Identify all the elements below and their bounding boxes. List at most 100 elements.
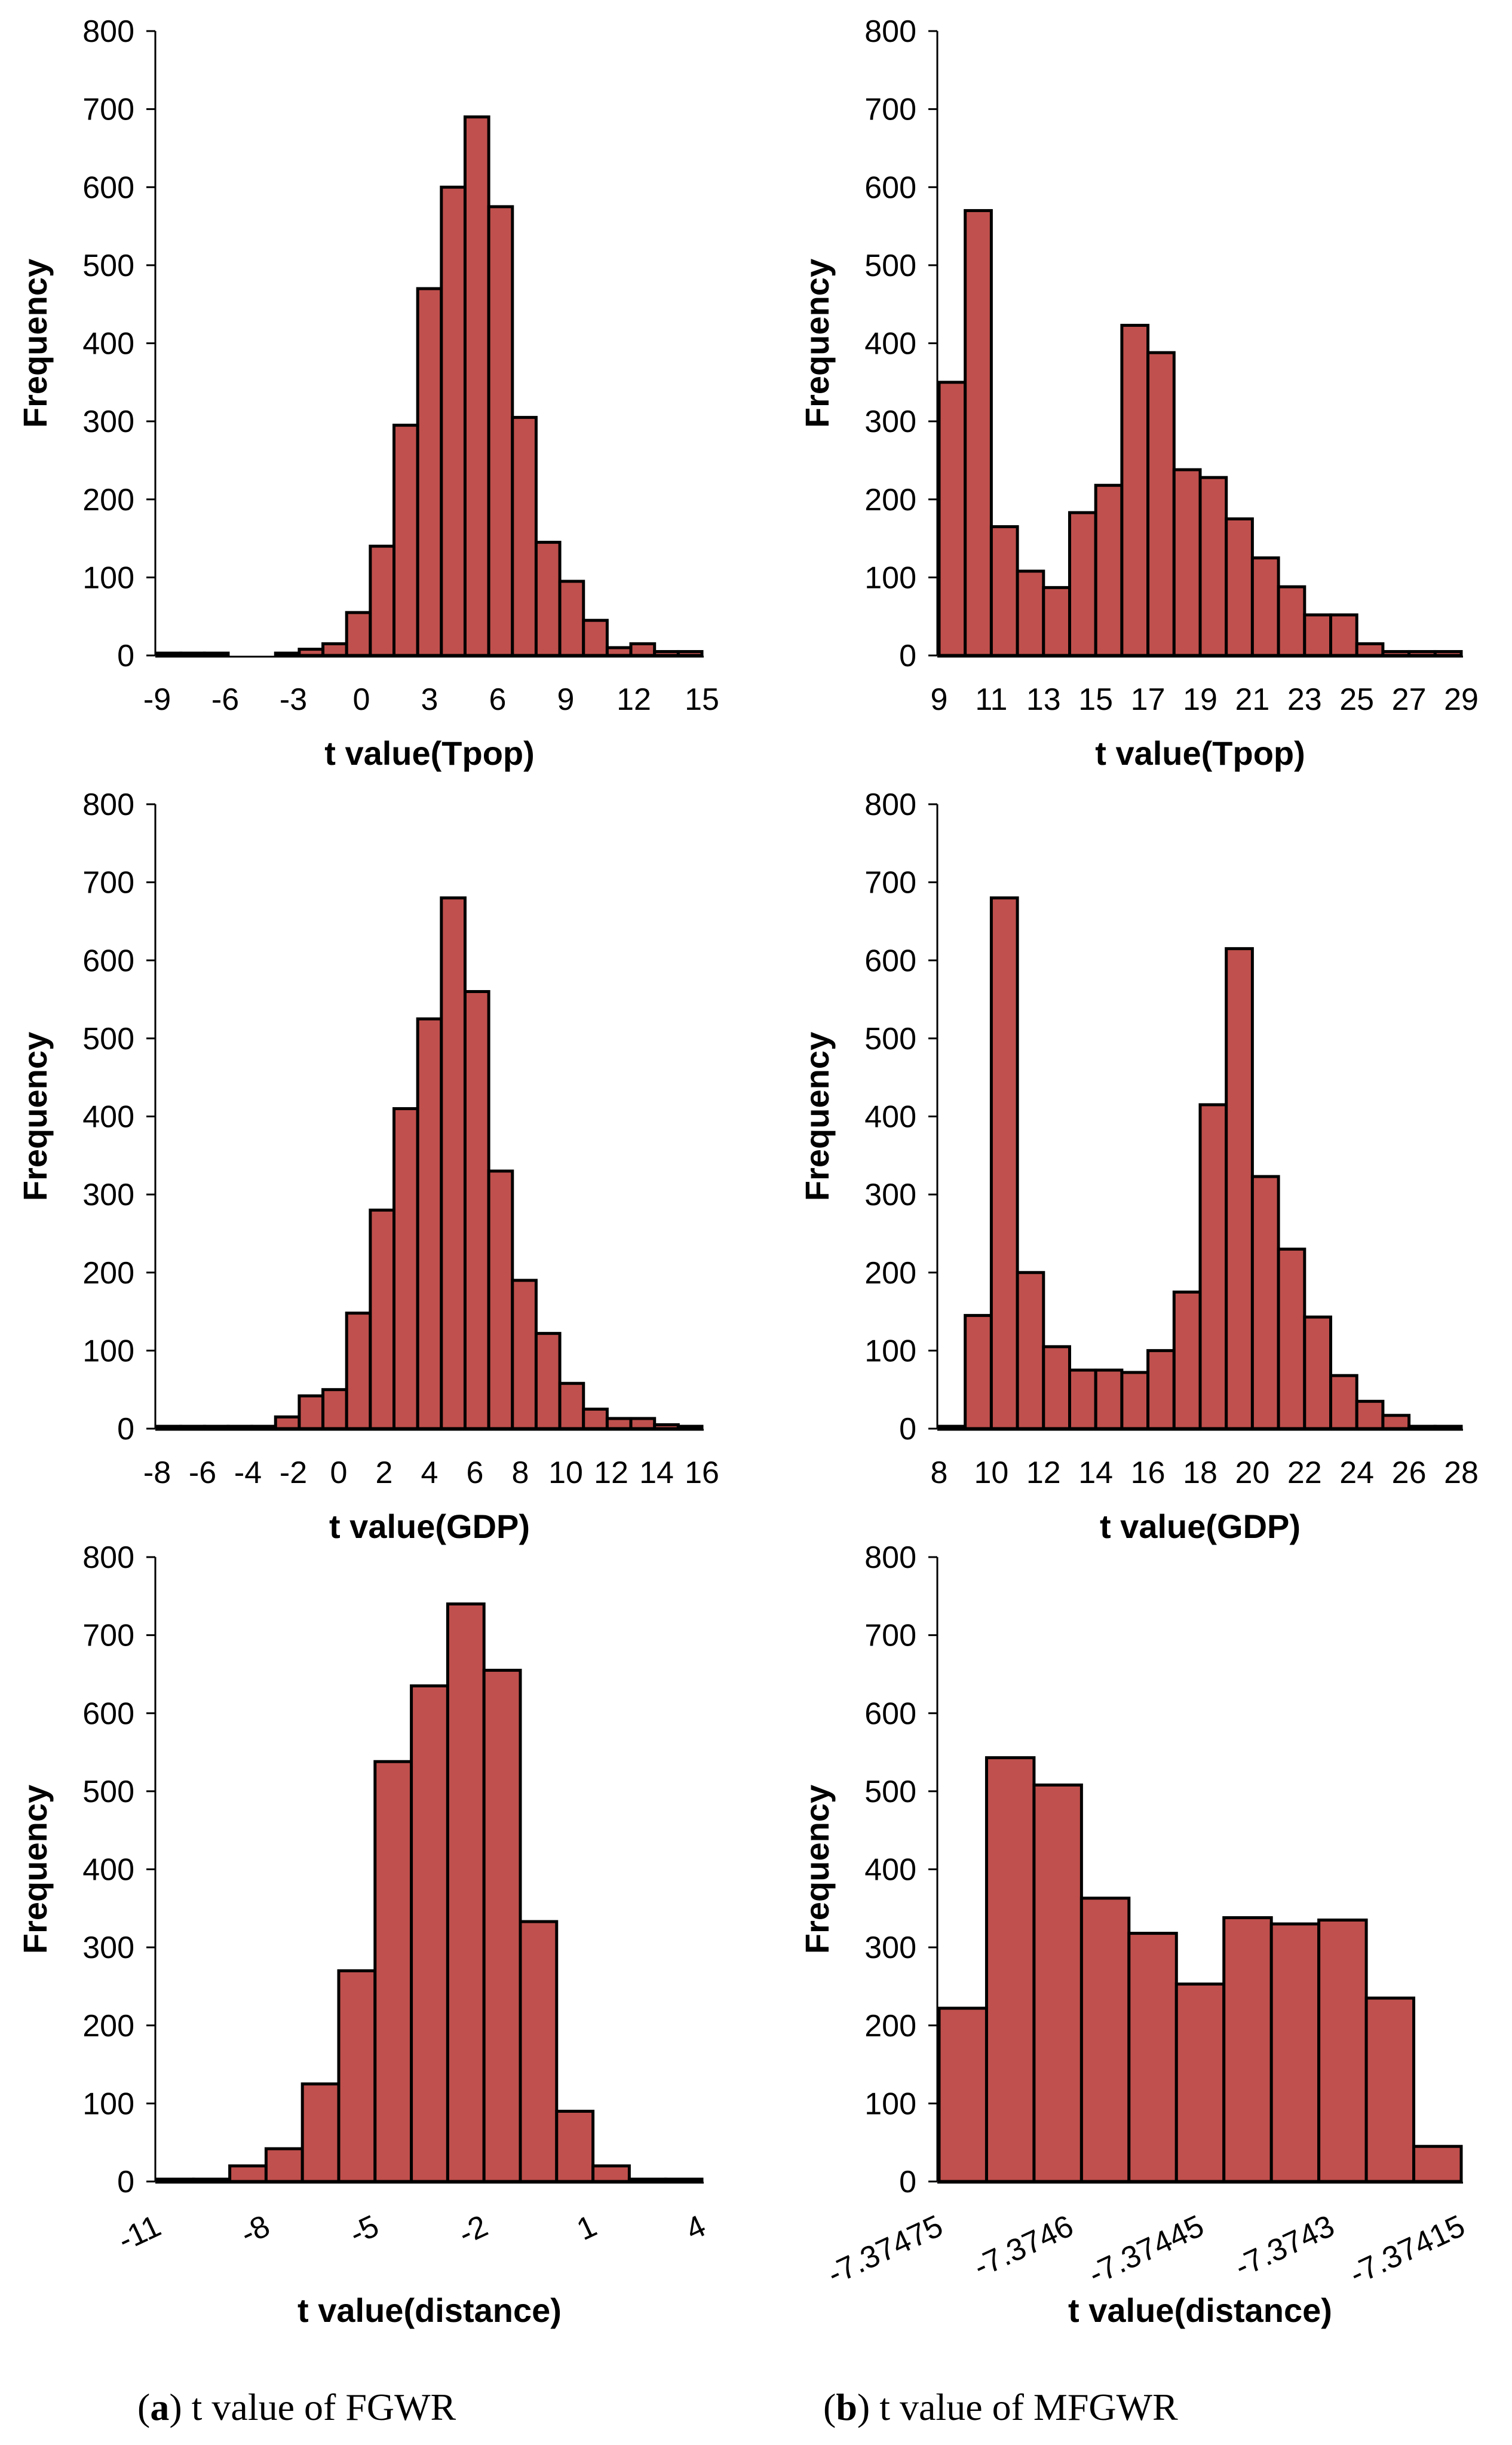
x-tick-label: -7.37415 <box>1344 2208 1470 2291</box>
x-axis-title: t value(distance) <box>298 2291 562 2329</box>
histogram-bar <box>1317 1918 1368 2183</box>
histogram-bar <box>155 2177 195 2183</box>
histogram-bar <box>392 424 419 657</box>
histogram-bar <box>1068 511 1097 657</box>
y-tick-label: 800 <box>864 788 916 822</box>
chart-panel-b1: 0 100 200 300 400 500 600 700 800 9 11 13 15 17 19 21 23… <box>798 14 1479 772</box>
x-tick-label: 12 <box>617 682 651 717</box>
x-tick-label: 16 <box>1131 1456 1166 1490</box>
x-tick-label: 12 <box>594 1456 628 1490</box>
histogram-bar <box>1198 476 1228 657</box>
x-axis-title: t value(distance) <box>1068 2291 1332 2329</box>
x-tick-label: 8 <box>512 1456 529 1490</box>
histogram-bar <box>155 651 183 657</box>
y-tick-label: 300 <box>864 1931 916 1965</box>
histogram-bar <box>1172 468 1202 657</box>
y-tick-label: 100 <box>864 560 916 595</box>
y-tick-label: 0 <box>899 1412 916 1447</box>
y-tick-label: 400 <box>864 1100 916 1135</box>
x-tick-label: -9 <box>143 682 171 717</box>
histogram-bar <box>989 896 1019 1430</box>
x-tick-label: -3 <box>280 682 307 717</box>
x-tick-label: -7.3746 <box>968 2208 1078 2284</box>
histogram-bar <box>1364 1996 1416 2183</box>
histogram-bar <box>1381 1414 1411 1430</box>
y-axis-title: Frequency <box>16 259 54 428</box>
histogram-bar <box>1094 483 1124 657</box>
histogram-bar <box>1042 1345 1072 1430</box>
y-tick-label: 500 <box>82 1022 134 1056</box>
histogram-bar <box>1250 1175 1280 1430</box>
x-tick-label: 24 <box>1339 1456 1374 1490</box>
histogram-bar <box>337 1969 377 2183</box>
y-tick-label: 700 <box>864 866 916 900</box>
x-tick-label: 14 <box>1078 1456 1113 1490</box>
y-tick-label: 600 <box>864 170 916 205</box>
caption-a-text: ) t value of FGWR <box>169 2386 456 2428</box>
x-tick-label: -11 <box>113 2208 166 2258</box>
y-tick-label: 400 <box>864 1853 916 1888</box>
y-tick-label: 600 <box>82 170 134 205</box>
histogram-bar <box>1303 1315 1333 1430</box>
chart-panel-b3: 0 100 200 300 400 500 600 700 800 -7.37475 -7.3746… <box>798 1540 1470 2329</box>
x-tick-label: 15 <box>685 682 719 717</box>
y-tick-label: 500 <box>82 1775 134 1809</box>
x-tick-label: -2 <box>453 2208 493 2251</box>
y-tick-label: 600 <box>82 1696 134 1731</box>
y-tick-label: 200 <box>82 2009 134 2043</box>
chart-panel-a1: 0 100 200 300 400 500 600 700 800 -9 -6 -3 0 3 6 9 12 15 t… <box>16 14 719 772</box>
histogram-bar <box>582 1407 609 1430</box>
chart-panel-a3: 0 100 200 300 400 500 600 700 800 -11 -8 -5 -2 1 4 t va… <box>16 1540 711 2329</box>
y-tick-label: 200 <box>864 2009 916 2043</box>
histogram-bar <box>1094 1368 1124 1430</box>
histogram-bar <box>1120 1371 1150 1430</box>
histogram-bar <box>274 1415 301 1430</box>
histogram-bar <box>591 2164 631 2183</box>
histogram-bar <box>1172 1290 1202 1430</box>
x-tick-label: -7.37445 <box>1083 2208 1209 2291</box>
histogram-bar <box>1016 569 1045 657</box>
y-tick-label: 100 <box>82 560 134 595</box>
y-axis-title: Frequency <box>798 1032 836 1201</box>
histogram-bar <box>1407 1424 1437 1430</box>
histogram-bar <box>373 1760 413 2183</box>
histogram-bar <box>416 287 443 657</box>
x-tick-label: -6 <box>189 1456 216 1490</box>
y-tick-label: 700 <box>82 866 134 900</box>
histogram-bar <box>964 209 993 657</box>
y-tick-label: 500 <box>82 249 134 283</box>
histogram-bar <box>511 1279 538 1430</box>
histogram-bar <box>1225 517 1254 657</box>
histogram-bar <box>369 1208 396 1430</box>
histogram-bar <box>203 1424 230 1430</box>
x-tick-label: 9 <box>931 682 948 717</box>
y-tick-label: 100 <box>864 2086 916 2121</box>
histogram-bar <box>558 1381 585 1430</box>
x-tick-label: 0 <box>330 1456 348 1490</box>
histogram-bar <box>1329 613 1358 657</box>
histogram-bar <box>298 1394 325 1430</box>
x-tick-label: -8 <box>235 2208 275 2251</box>
y-tick-label: 300 <box>864 405 916 439</box>
y-tick-label: 200 <box>864 1256 916 1291</box>
histogram-bar <box>664 2177 704 2183</box>
histogram-bar <box>937 1424 967 1430</box>
histogram-bar <box>345 1312 372 1430</box>
histogram-bar <box>274 651 301 657</box>
x-tick-label: 17 <box>1131 682 1166 717</box>
caption-b: (b) t value of MFGWR <box>823 2386 1178 2428</box>
x-tick-label: 18 <box>1183 1456 1217 1490</box>
caption-a: (a) t value of FGWR <box>137 2386 456 2428</box>
y-tick-label: 0 <box>117 2165 134 2199</box>
y-tick-label: 200 <box>864 483 916 517</box>
histogram-bar <box>179 651 206 657</box>
histogram-bar <box>1198 1103 1228 1430</box>
histogram-bar <box>1016 1271 1045 1430</box>
x-tick-label: 21 <box>1235 682 1269 717</box>
histogram-bar <box>1355 1399 1385 1430</box>
histogram-bar <box>1269 1922 1321 2183</box>
histogram-bar <box>226 1424 254 1430</box>
histogram-bar <box>985 1756 1036 2183</box>
x-tick-label: -8 <box>143 1456 171 1490</box>
